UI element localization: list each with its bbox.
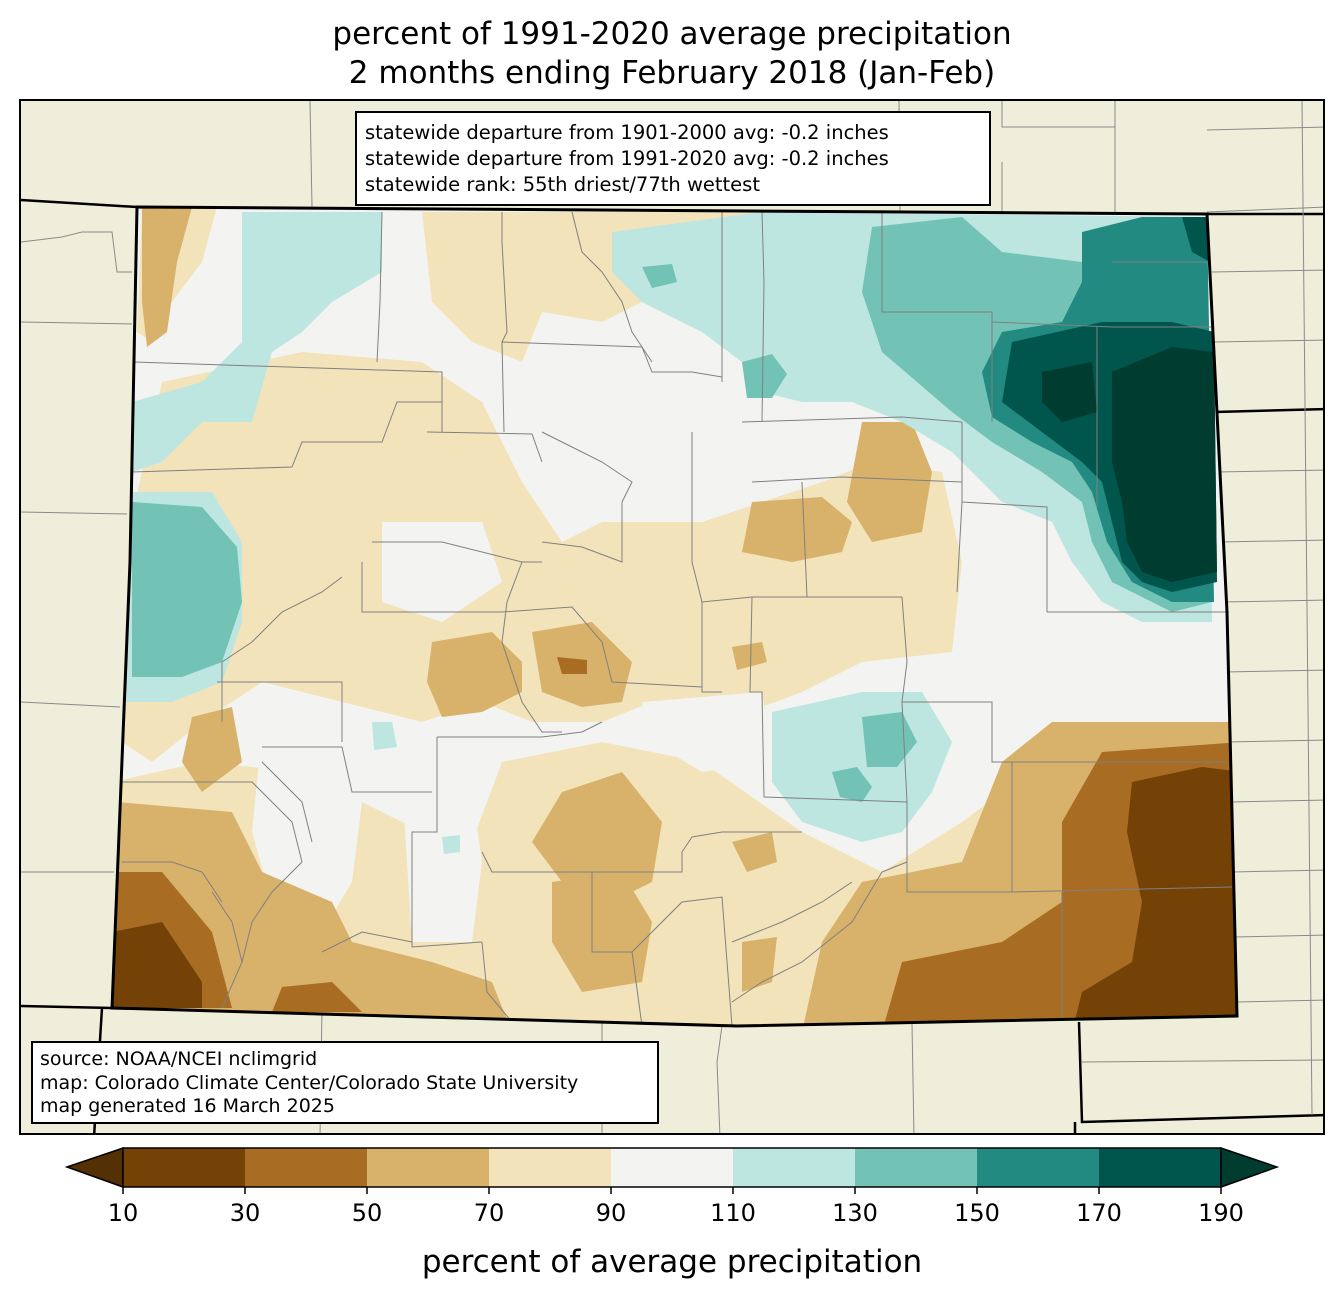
colorbar-tick-label: 110 <box>710 1199 756 1227</box>
colorbar-cell <box>489 1148 612 1187</box>
map-panel <box>19 99 1325 1135</box>
colorbar-under-arrow <box>64 1146 124 1189</box>
colorado-border <box>110 205 1239 1028</box>
precipitation-field <box>112 207 1237 1026</box>
colorbar-cells <box>123 1148 1222 1187</box>
source-box: source: NOAA/NCEI nclimgrid map: Colorad… <box>31 1041 659 1124</box>
colorbar-cell <box>367 1148 490 1187</box>
county-lines <box>122 211 1233 1026</box>
map-title-line1: percent of 1991-2020 average precipitati… <box>332 16 1012 52</box>
colorbar-tick-label: 190 <box>1198 1199 1244 1227</box>
map-credit-line: map: Colorado Climate Center/Colorado St… <box>40 1071 579 1094</box>
precipitation-map <box>21 101 1323 1133</box>
colorbar-label: percent of average precipitation <box>421 1244 923 1280</box>
colorbar-tick-label: 130 <box>832 1199 878 1227</box>
colorbar-over-arrow <box>1220 1146 1280 1189</box>
stats-departure-1901-2000: statewide departure from 1901-2000 avg: … <box>365 121 889 144</box>
colorbar-tick-label: 50 <box>352 1199 383 1227</box>
colorbar-cell <box>245 1148 368 1187</box>
colorbar-outline <box>122 1147 1222 1188</box>
stats-rank: statewide rank: 55th driest/77th wettest <box>365 173 760 196</box>
colorbar-cell <box>611 1148 734 1187</box>
colorbar-cell <box>855 1148 978 1187</box>
generated-date-line: map generated 16 March 2025 <box>40 1095 335 1117</box>
colorbar-tick-label: 70 <box>474 1199 505 1227</box>
colorbar-tick-label: 10 <box>108 1199 139 1227</box>
colorbar-tick-label: 30 <box>230 1199 261 1227</box>
statewide-stats-box: statewide departure from 1901-2000 avg: … <box>355 111 991 206</box>
colorbar-cell <box>977 1148 1100 1187</box>
colorbar-cell <box>123 1148 246 1187</box>
map-title-line2: 2 months ending February 2018 (Jan-Feb) <box>348 55 996 91</box>
colorbar-cell <box>733 1148 856 1187</box>
colorbar-cell <box>1099 1148 1222 1187</box>
colorbar-tick-label: 170 <box>1076 1199 1122 1227</box>
colorbar-tick-label: 90 <box>596 1199 627 1227</box>
neighbor-county-lines <box>21 101 1323 1133</box>
colorbar-ticks: 10 30 50 70 90 110 130 150 170 190 <box>108 1187 1244 1227</box>
source-line: source: NOAA/NCEI nclimgrid <box>40 1048 318 1070</box>
stats-departure-1991-2020: statewide departure from 1991-2020 avg: … <box>365 147 889 170</box>
colorbar-tick-label: 150 <box>954 1199 1000 1227</box>
colorbar: 10 30 50 70 90 110 130 150 170 190 <box>64 1146 1280 1227</box>
